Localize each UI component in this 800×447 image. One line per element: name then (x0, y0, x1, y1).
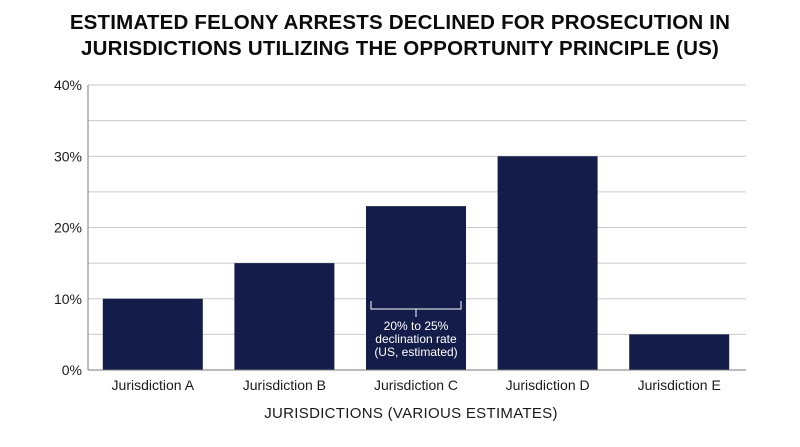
chart-title: ESTIMATED FELONY ARRESTS DECLINED FOR PR… (0, 10, 800, 62)
annotation: 20% to 25%declination rate(US, estimated… (370, 301, 462, 359)
bar (629, 334, 730, 370)
y-tick-label: 30% (54, 148, 82, 164)
x-category-label: Jurisdiction E (638, 377, 721, 393)
axes (87, 85, 746, 371)
annotation-text: declination rate (375, 332, 457, 346)
x-category-label: Jurisdiction D (506, 377, 590, 393)
y-tick-label: 10% (54, 291, 82, 307)
bar (497, 156, 598, 370)
x-category-label: Jurisdiction B (243, 377, 326, 393)
annotation-text: (US, estimated) (374, 345, 457, 359)
x-category-label: Jurisdiction A (112, 377, 195, 393)
y-tick-labels: 0% 10% 20% 30% 40% (54, 77, 82, 378)
x-category-label: Jurisdiction C (374, 377, 458, 393)
y-tick-label: 20% (54, 220, 82, 236)
annotation-bracket (370, 301, 462, 317)
bar (102, 298, 203, 370)
bar (366, 206, 466, 370)
bar (234, 263, 335, 370)
bars (102, 156, 730, 370)
chart-title-line-1: ESTIMATED FELONY ARRESTS DECLINED FOR PR… (69, 11, 731, 34)
y-tick-label: 0% (62, 362, 82, 378)
chart-title-line-2: JURISDICTIONS UTILIZING THE OPPORTUNITY … (81, 37, 719, 60)
annotation-text: 20% to 25% (384, 319, 449, 333)
y-tick-label: 40% (54, 77, 82, 93)
x-axis-label: JURISDICTIONS (VARIOUS ESTIMATES) (264, 405, 558, 422)
x-category-labels: Jurisdiction A Jurisdiction B Jurisdiction… (112, 377, 721, 393)
